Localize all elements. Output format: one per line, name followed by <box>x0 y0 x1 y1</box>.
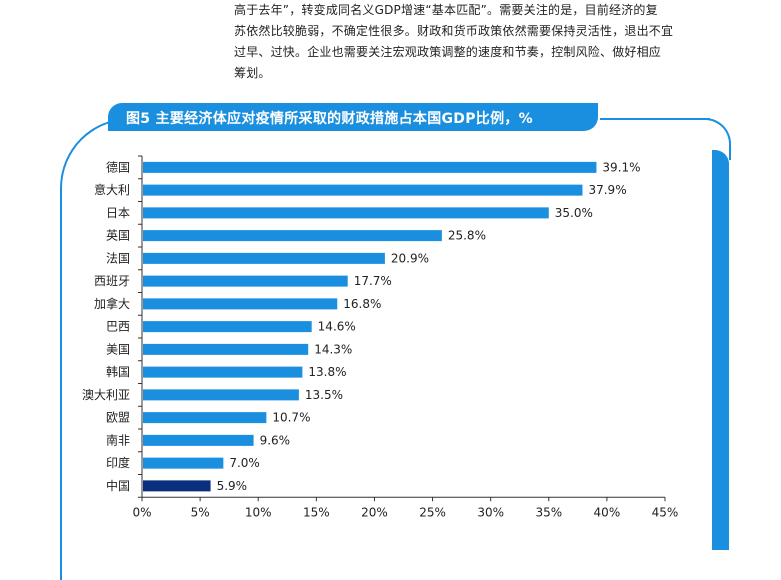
bar <box>143 457 224 469</box>
data-label: 17.7% <box>354 274 392 288</box>
data-label: 5.9% <box>217 479 248 493</box>
data-label: 13.8% <box>308 365 346 379</box>
bar <box>143 434 254 446</box>
bar <box>143 184 583 196</box>
x-tick-label: 40% <box>594 505 621 519</box>
bar <box>143 161 597 173</box>
data-label: 13.5% <box>305 388 343 402</box>
category-label: 西班牙 <box>94 274 130 288</box>
category-label: 美国 <box>106 342 130 356</box>
paragraph-line-2: 苏依然比较脆弱，不确定性很多。财政和货币政策依然需要保持灵活性，退出不宜 <box>234 24 674 38</box>
bar <box>143 230 442 242</box>
category-label: 韩国 <box>106 364 130 379</box>
paragraph-line-3: 过早、过快。企业也需要关注宏观政策调整的速度和节奏，控制风险、做好相应 <box>234 45 662 59</box>
data-label: 39.1% <box>602 160 640 174</box>
x-tick-label: 5% <box>191 505 210 519</box>
paragraph-line-1: 高于去年”，转变成同名义GDP增速“基本匹配”。需要关注的是，目前经济的复 <box>234 3 658 17</box>
category-label: 加拿大 <box>94 296 130 311</box>
x-tick-label: 20% <box>361 505 388 519</box>
chart-frame-top <box>600 118 710 120</box>
data-label: 10.7% <box>272 411 310 425</box>
bar <box>143 412 267 424</box>
x-tick-label: 0% <box>132 505 151 519</box>
category-label: 意大利 <box>94 182 130 197</box>
body-paragraph: 高于去年”，转变成同名义GDP增速“基本匹配”。需要关注的是，目前经济的复 苏依… <box>234 0 729 84</box>
data-label: 25.8% <box>448 229 486 243</box>
chart-title: 图5 主要经济体应对疫情所采取的财政措施占本国GDP比例，% <box>126 111 534 127</box>
chart-title-banner <box>108 103 598 131</box>
data-label: 35.0% <box>555 206 593 220</box>
data-label: 16.8% <box>343 297 381 311</box>
bar <box>143 366 303 378</box>
category-label: 中国 <box>106 478 130 493</box>
bar <box>143 298 338 310</box>
bar <box>143 389 299 401</box>
paragraph-line-4: 筹划。 <box>234 66 271 80</box>
data-label: 14.3% <box>314 342 352 356</box>
x-tick-label: 15% <box>303 505 330 519</box>
bar <box>143 343 309 355</box>
category-label: 印度 <box>106 455 130 470</box>
data-label: 14.6% <box>318 320 356 334</box>
category-label: 法国 <box>106 251 130 265</box>
bar-highlight <box>143 480 211 492</box>
x-tick-label: 10% <box>245 505 272 519</box>
category-label: 德国 <box>106 159 130 174</box>
data-label: 7.0% <box>229 456 260 470</box>
category-label: 欧盟 <box>106 411 130 425</box>
x-tick-label: 45% <box>652 505 679 519</box>
data-label: 37.9% <box>588 183 626 197</box>
category-label: 澳大利亚 <box>82 388 130 402</box>
x-tick-label: 25% <box>419 505 446 519</box>
x-tick-label: 35% <box>535 505 562 519</box>
chart-frame-corner <box>690 118 731 160</box>
bar-chart: 德国 39.1% 意大利 37.9% 日本 35.0% 英国 25.8% 法国 20.9% 西班牙 1… <box>82 155 679 519</box>
category-label: 英国 <box>106 229 130 243</box>
bar <box>143 321 312 333</box>
bar <box>143 275 348 287</box>
category-label: 日本 <box>106 206 130 220</box>
category-label: 巴西 <box>106 320 130 334</box>
bar <box>143 207 549 219</box>
bar <box>143 252 385 264</box>
data-label: 20.9% <box>391 251 429 265</box>
x-tick-label: 30% <box>477 505 504 519</box>
data-label: 9.6% <box>260 433 291 447</box>
category-label: 南非 <box>106 432 130 447</box>
chart-frame-right-bar <box>712 150 729 550</box>
